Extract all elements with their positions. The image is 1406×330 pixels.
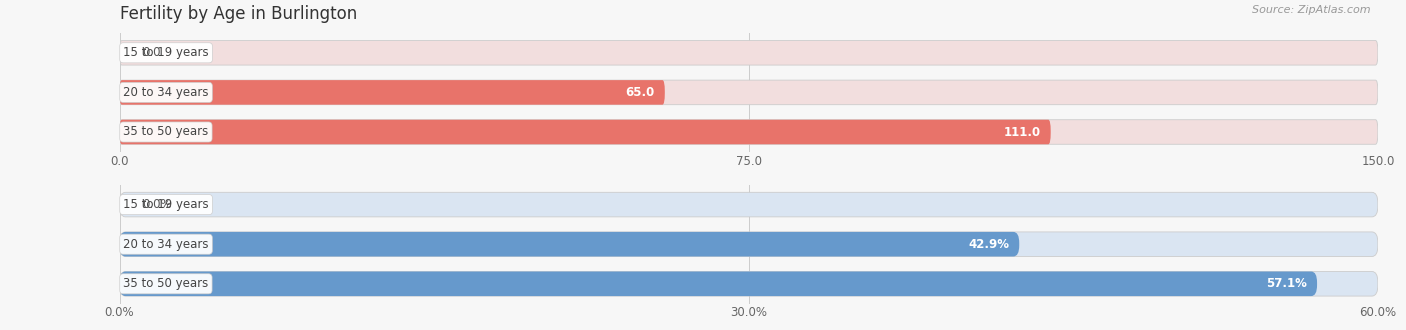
FancyBboxPatch shape — [120, 192, 1378, 217]
Text: 35 to 50 years: 35 to 50 years — [124, 125, 208, 139]
FancyBboxPatch shape — [120, 120, 1378, 144]
Text: 57.1%: 57.1% — [1267, 277, 1308, 290]
Text: 15 to 19 years: 15 to 19 years — [124, 198, 209, 211]
Text: 111.0: 111.0 — [1004, 125, 1040, 139]
Text: 65.0: 65.0 — [626, 86, 655, 99]
Text: 35 to 50 years: 35 to 50 years — [124, 277, 208, 290]
FancyBboxPatch shape — [120, 80, 665, 105]
FancyBboxPatch shape — [120, 120, 1050, 144]
Text: 20 to 34 years: 20 to 34 years — [124, 86, 208, 99]
Text: 0.0: 0.0 — [142, 46, 160, 59]
Text: Source: ZipAtlas.com: Source: ZipAtlas.com — [1253, 5, 1371, 15]
Text: 42.9%: 42.9% — [969, 238, 1010, 251]
Text: 0.0%: 0.0% — [142, 198, 172, 211]
FancyBboxPatch shape — [120, 232, 1019, 256]
FancyBboxPatch shape — [120, 232, 1378, 256]
FancyBboxPatch shape — [120, 41, 1378, 65]
FancyBboxPatch shape — [120, 272, 1378, 296]
Text: Fertility by Age in Burlington: Fertility by Age in Burlington — [120, 5, 357, 23]
Text: 15 to 19 years: 15 to 19 years — [124, 46, 209, 59]
FancyBboxPatch shape — [120, 272, 1317, 296]
Text: 20 to 34 years: 20 to 34 years — [124, 238, 208, 251]
FancyBboxPatch shape — [120, 80, 1378, 105]
